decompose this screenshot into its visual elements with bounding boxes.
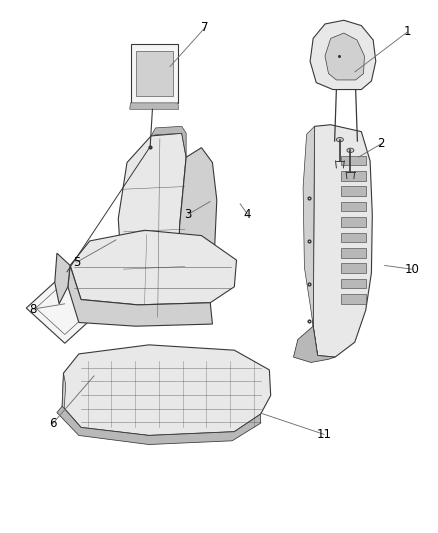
Polygon shape	[341, 232, 366, 242]
Text: 8: 8	[29, 303, 36, 316]
Polygon shape	[70, 230, 237, 305]
Polygon shape	[325, 33, 364, 80]
Polygon shape	[68, 265, 212, 326]
Polygon shape	[341, 217, 366, 227]
Polygon shape	[341, 156, 366, 165]
Text: 10: 10	[404, 263, 419, 276]
Polygon shape	[131, 44, 178, 103]
Text: 7: 7	[201, 21, 209, 34]
Text: 6: 6	[49, 417, 57, 430]
Polygon shape	[341, 171, 366, 181]
Polygon shape	[26, 273, 103, 343]
Polygon shape	[55, 253, 70, 304]
Text: 11: 11	[317, 428, 332, 441]
Polygon shape	[57, 406, 261, 445]
Polygon shape	[177, 148, 217, 322]
Text: 3: 3	[185, 208, 192, 221]
Text: 4: 4	[244, 208, 251, 221]
Polygon shape	[310, 20, 376, 90]
Polygon shape	[62, 345, 271, 435]
Polygon shape	[341, 279, 366, 288]
Polygon shape	[130, 103, 179, 109]
Ellipse shape	[347, 148, 354, 152]
Polygon shape	[341, 248, 366, 257]
Polygon shape	[151, 126, 186, 157]
Polygon shape	[341, 187, 366, 196]
Polygon shape	[118, 133, 186, 322]
Polygon shape	[341, 294, 366, 304]
Polygon shape	[303, 126, 318, 356]
Text: 5: 5	[73, 256, 80, 269]
Polygon shape	[62, 373, 66, 419]
Text: 1: 1	[403, 26, 411, 38]
Polygon shape	[293, 326, 335, 362]
Polygon shape	[341, 263, 366, 273]
Text: 2: 2	[377, 138, 385, 150]
Ellipse shape	[336, 138, 343, 142]
Polygon shape	[313, 125, 372, 357]
Polygon shape	[341, 202, 366, 212]
Polygon shape	[136, 51, 173, 96]
